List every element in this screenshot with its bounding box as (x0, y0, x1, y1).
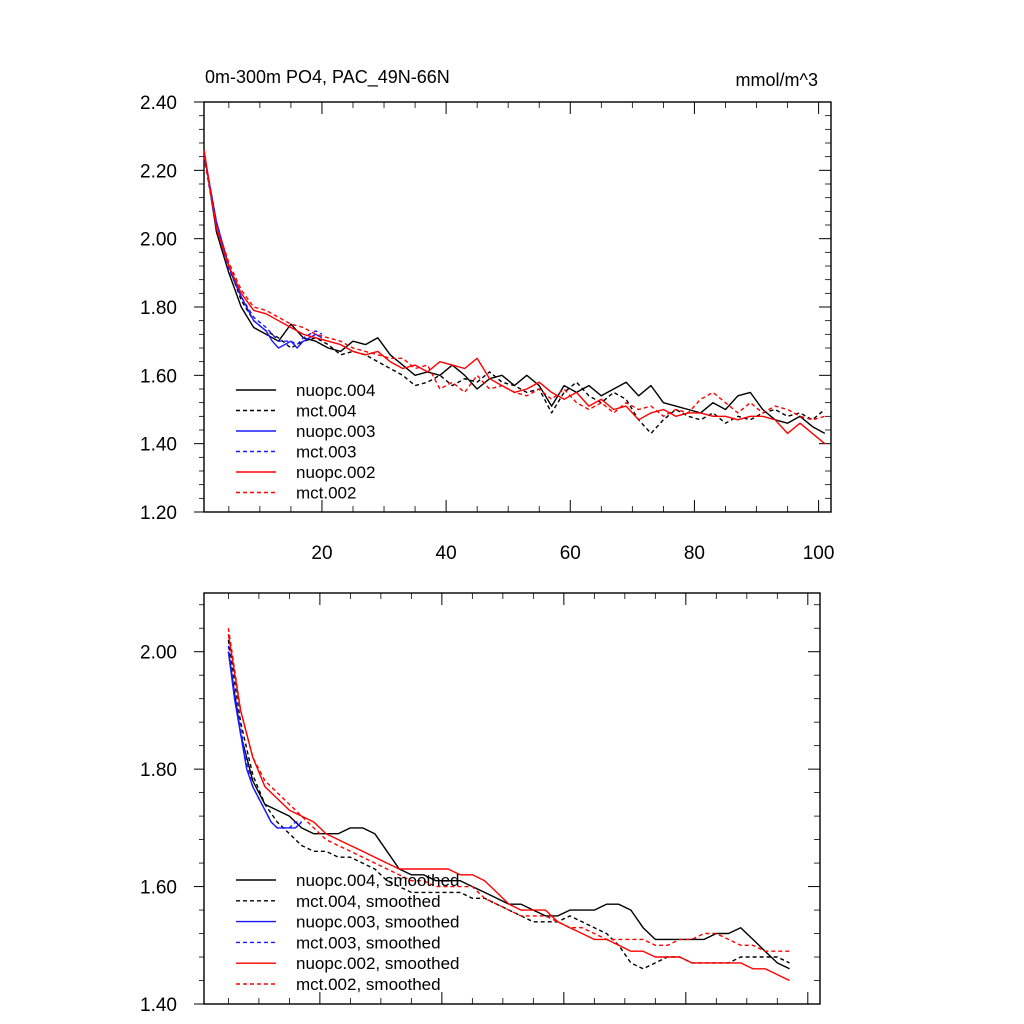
bottom-legend-label: nuopc.004, smoothed (296, 871, 460, 890)
top-y-tick-label: 1.60 (140, 366, 177, 387)
top-x-tick-label: 80 (684, 543, 705, 564)
bottom-plot-frame (203, 592, 821, 1005)
bottom-y-tick-label: 1.80 (140, 760, 177, 781)
chart-title: 0m-300m PO4, PAC_49N-66N (205, 67, 450, 88)
top-x-tick-label: 20 (311, 543, 332, 564)
bottom-legend-label: nuopc.002, smoothed (296, 954, 460, 973)
bottom-series-line-4 (227, 633, 790, 982)
bottom-y-tick-label: 2.00 (140, 643, 177, 664)
top-legend-label: mct.004 (296, 402, 356, 421)
bottom-series-line-2 (227, 651, 303, 829)
top-y-tick-label: 1.80 (140, 298, 177, 319)
top-y-tick-label: 1.40 (140, 435, 177, 456)
bottom-y-tick-label: 1.60 (140, 878, 177, 899)
top-y-tick-label: 2.00 (140, 230, 177, 251)
bottom-legend-label: mct.003, smoothed (296, 933, 441, 952)
bottom-legend-label: mct.002, smoothed (296, 975, 441, 994)
bottom-y-tick-label: 1.40 (140, 995, 177, 1016)
units-label: mmol/m^3 (736, 70, 818, 90)
bottom-legend-label: mct.004, smoothed (296, 892, 441, 911)
bottom-legend-label: nuopc.003, smoothed (296, 913, 460, 932)
top-legend-label: mct.002 (296, 484, 356, 503)
bottom-series-line-5 (227, 628, 790, 952)
top-x-tick-label: 40 (436, 543, 457, 564)
bottom-series-line-3 (227, 645, 302, 829)
top-y-tick-label: 1.20 (140, 503, 177, 524)
top-legend-label: nuopc.002 (296, 463, 375, 482)
top-series-line-3 (203, 156, 323, 346)
top-series-line-1 (203, 153, 826, 435)
top-y-tick-label: 2.20 (140, 161, 177, 182)
top-legend-label: nuopc.004 (296, 381, 375, 400)
top-legend-label: mct.003 (296, 443, 356, 462)
top-x-tick-label: 60 (560, 543, 581, 564)
top-series-line-5 (203, 156, 825, 421)
top-y-tick-label: 2.40 (140, 93, 177, 114)
top-legend-label: nuopc.003 (296, 422, 375, 441)
top-x-tick-label: 100 (803, 543, 835, 564)
